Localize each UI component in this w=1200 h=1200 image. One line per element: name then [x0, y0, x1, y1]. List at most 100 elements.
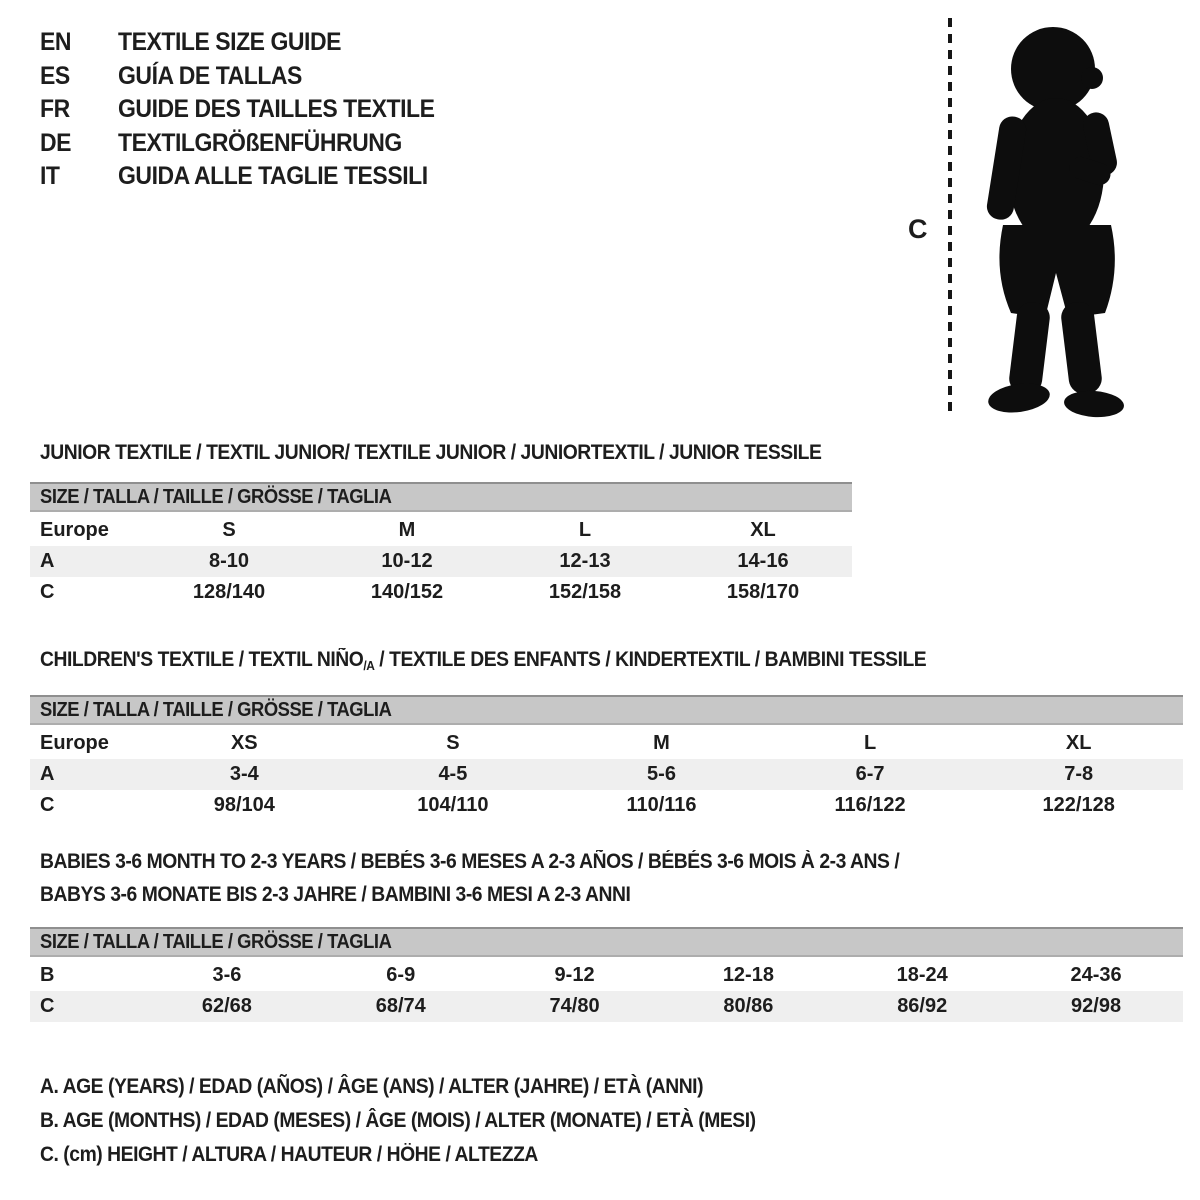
size-table: B 3-6 6-9 9-12 12-18 18-24 24-36 C 62/68 68/74 74/…	[30, 960, 1183, 1022]
size-value: XL	[1065, 732, 1092, 754]
size-value: 158/170	[726, 581, 800, 603]
table-row: B 3-6 6-9 9-12 12-18 18-24 24-36	[30, 960, 1183, 991]
size-value: M	[398, 519, 416, 541]
size-header-bar: SIZE / TALLA / TAILLE / GRÖSSE / TAGLIA	[30, 695, 1183, 725]
section-title: JUNIOR TEXTILE / TEXTIL JUNIOR/ TEXTILE …	[30, 436, 852, 469]
language-title: GUIDA ALLE TAGLIE TESSILI	[118, 162, 428, 190]
size-value: 6-7	[855, 763, 885, 785]
legend-text: C. (cm) HEIGHT / ALTURA / HAUTEUR / HÖHE…	[40, 1143, 538, 1166]
language-title: GUÍA DE TALLAS	[118, 61, 302, 90]
size-value: 8-10	[208, 550, 250, 572]
table-row: A 8-10 10-12 12-13 14-16	[30, 546, 852, 577]
size-value: 74/80	[549, 995, 600, 1017]
row-label: Europe	[40, 519, 109, 541]
size-value: S	[446, 732, 460, 754]
section-children-textile: CHILDREN'S TEXTILE / TEXTIL NIÑO/A / TEX…	[30, 643, 1183, 821]
row-label: B	[40, 964, 55, 986]
legend-line: C. (cm) HEIGHT / ALTURA / HAUTEUR / HÖHE…	[40, 1138, 818, 1172]
height-measure-line	[948, 18, 952, 415]
title-segment: BABIES 3-6 MONTH TO 2-3 YEARS / BEBÉS 3-…	[40, 850, 900, 873]
size-value: L	[863, 732, 877, 754]
section-junior-textile: JUNIOR TEXTILE / TEXTIL JUNIOR/ TEXTILE …	[30, 436, 852, 608]
language-code: ES	[40, 61, 70, 90]
language-title-list: EN TEXTILE SIZE GUIDE ES GUÍA DE TALLAS FR GU…	[40, 26, 462, 194]
table-row: C 98/104 104/110 110/116 116/122 122/128	[30, 790, 1183, 821]
size-header-bar: SIZE / TALLA / TAILLE / GRÖSSE / TAGLIA	[30, 482, 852, 512]
section-title-line: JUNIOR TEXTILE / TEXTIL JUNIOR/ TEXTILE …	[40, 436, 852, 469]
title-segment: JUNIOR TEXTILE / TEXTIL JUNIOR/ TEXTILE …	[40, 441, 822, 464]
table-row: Europe S M L XL	[30, 515, 852, 546]
size-header-label: SIZE / TALLA / TAILLE / GRÖSSE / TAGLIA	[40, 486, 392, 508]
size-value: 12-13	[559, 550, 611, 572]
language-row: ES GUÍA DE TALLAS	[40, 60, 462, 94]
measure-label-c: C	[908, 214, 928, 244]
title-segment: /A	[363, 658, 375, 673]
size-value: 104/110	[417, 794, 489, 816]
row-label: Europe	[40, 732, 109, 754]
size-header-label: SIZE / TALLA / TAILLE / GRÖSSE / TAGLIA	[40, 699, 392, 721]
section-babies-textile: BABIES 3-6 MONTH TO 2-3 YEARS / BEBÉS 3-…	[30, 845, 1183, 1022]
language-code: IT	[40, 162, 60, 190]
row-label: A	[40, 763, 55, 785]
table-row: C 62/68 68/74 74/80 80/86 86/92 92/98	[30, 991, 1183, 1022]
size-value: 122/128	[1042, 794, 1115, 816]
language-row: EN TEXTILE SIZE GUIDE	[40, 26, 462, 60]
title-segment: BABYS 3-6 MONATE BIS 2-3 JAHRE / BAMBINI…	[40, 883, 631, 906]
language-title: TEXTILE SIZE GUIDE	[118, 28, 342, 56]
size-value: 62/68	[201, 995, 252, 1017]
section-title: BABIES 3-6 MONTH TO 2-3 YEARS / BEBÉS 3-…	[30, 845, 1183, 911]
size-header-bar: SIZE / TALLA / TAILLE / GRÖSSE / TAGLIA	[30, 927, 1183, 957]
table-row: C 128/140 140/152 152/158 158/170	[30, 577, 852, 608]
size-value: 4-5	[438, 763, 468, 785]
table-row: A 3-4 4-5 5-6 6-7 7-8	[30, 759, 1183, 790]
language-row: IT GUIDA ALLE TAGLIE TESSILI	[40, 160, 462, 194]
size-value: 5-6	[647, 763, 676, 785]
size-value: 14-16	[737, 550, 789, 572]
size-value: XL	[750, 519, 776, 541]
size-value: 86/92	[897, 995, 948, 1017]
size-value: 128/140	[192, 581, 266, 603]
size-value: M	[653, 732, 670, 754]
size-value: 152/158	[548, 581, 622, 603]
size-value: 68/74	[375, 995, 426, 1017]
baby-silhouette-icon	[986, 27, 1124, 418]
size-value: L	[578, 519, 592, 541]
size-value: 12-18	[722, 964, 774, 986]
row-label: A	[40, 550, 55, 572]
table-row: Europe XS S M L XL	[30, 728, 1183, 759]
size-value: 110/116	[626, 794, 697, 816]
size-table: Europe XS S M L XL A 3-4 4-5 5-6 6-7 7-8 C 98/104 104/…	[30, 728, 1183, 821]
section-title-line: BABYS 3-6 MONATE BIS 2-3 JAHRE / BAMBINI…	[40, 878, 1183, 911]
row-label: C	[40, 581, 55, 603]
legend-text: B. AGE (MONTHS) / EDAD (MESES) / ÂGE (MO…	[40, 1109, 756, 1132]
language-row: DE TEXTILGRÖßENFÜHRUNG	[40, 127, 462, 161]
size-value: 116/122	[834, 794, 906, 816]
size-value: 24-36	[1070, 964, 1122, 986]
language-code: EN	[40, 28, 72, 56]
title-segment: / TEXTILE DES ENFANTS / KINDERTEXTIL / B…	[374, 648, 927, 671]
size-value: 9-12	[554, 964, 595, 986]
language-title: TEXTILGRÖßENFÜHRUNG	[118, 128, 402, 157]
legend-line: A. AGE (YEARS) / EDAD (AÑOS) / ÂGE (ANS)…	[40, 1070, 818, 1104]
legend-text: A. AGE (YEARS) / EDAD (AÑOS) / ÂGE (ANS)…	[40, 1075, 704, 1098]
size-value: 80/86	[723, 995, 774, 1017]
size-value: 7-8	[1064, 763, 1094, 785]
section-title-line: BABIES 3-6 MONTH TO 2-3 YEARS / BEBÉS 3-…	[40, 845, 1183, 878]
size-header-label: SIZE / TALLA / TAILLE / GRÖSSE / TAGLIA	[40, 931, 392, 953]
size-value: XS	[230, 732, 258, 754]
size-value: 140/152	[370, 581, 444, 603]
size-value: 18-24	[896, 964, 948, 986]
size-value: 92/98	[1071, 995, 1122, 1017]
language-code: FR	[40, 95, 70, 123]
size-value: 6-9	[386, 964, 416, 986]
size-value: 98/104	[213, 794, 275, 816]
language-code: DE	[40, 128, 72, 157]
section-title-line: CHILDREN'S TEXTILE / TEXTIL NIÑO/A / TEX…	[40, 643, 1183, 682]
size-value: 3-6	[212, 964, 242, 986]
row-label: C	[40, 995, 55, 1017]
size-value: 3-4	[229, 763, 259, 785]
title-segment: CHILDREN'S TEXTILE / TEXTIL NIÑO	[40, 648, 364, 671]
size-table: Europe S M L XL A 8-10 10-12 12-13 14-16 C 128/140 1…	[30, 515, 852, 608]
legend: A. AGE (YEARS) / EDAD (AÑOS) / ÂGE (ANS)…	[40, 1070, 818, 1172]
size-value: 10-12	[381, 550, 433, 572]
